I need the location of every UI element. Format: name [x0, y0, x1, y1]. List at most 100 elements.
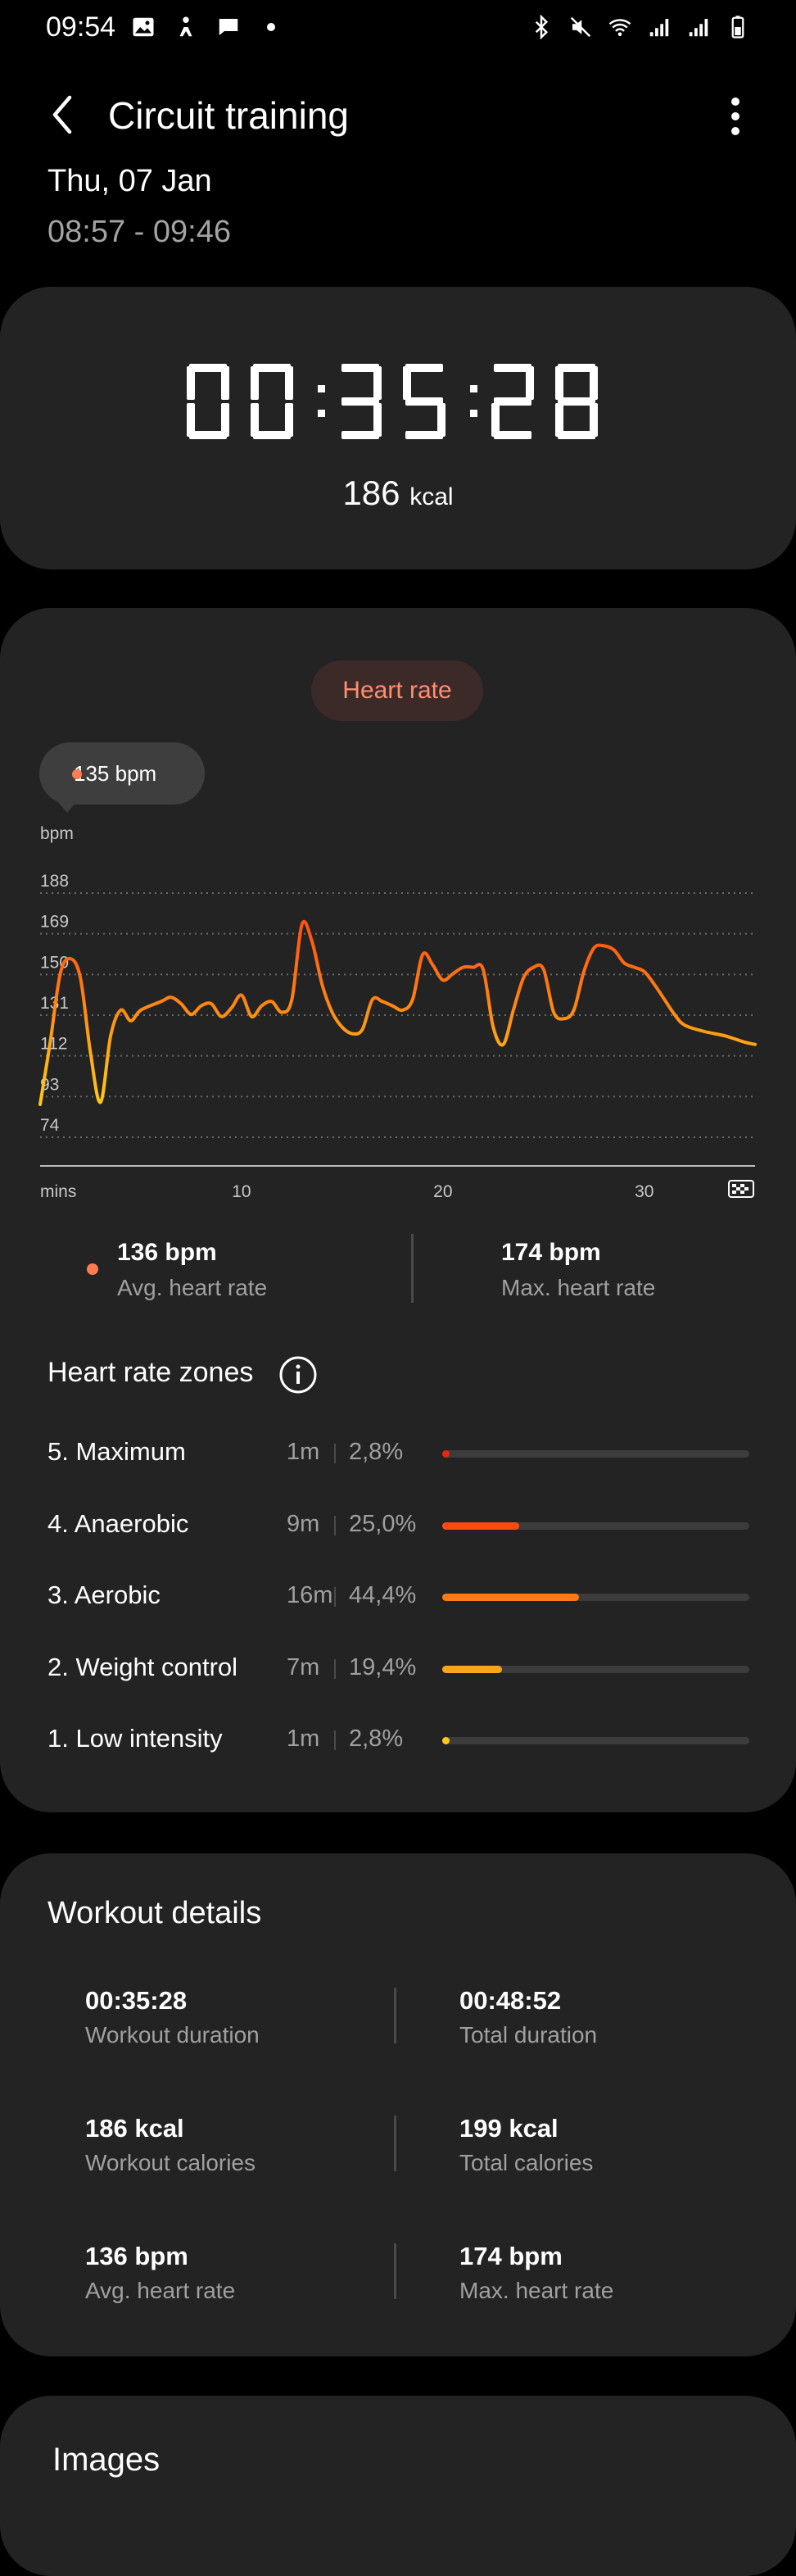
detail-label: Total calories — [459, 2150, 594, 2175]
duration-digit — [341, 364, 382, 439]
finish-flag-icon — [728, 1180, 754, 1198]
zone-separator — [334, 1444, 336, 1463]
detail-label: Workout calories — [85, 2150, 256, 2175]
signal-icon — [649, 19, 669, 37]
status-left-icons — [131, 15, 283, 39]
zone-percent: 2,8% — [349, 1726, 404, 1752]
zone-name: 4. Anaerobic — [47, 1508, 189, 1538]
tooltip-value: 135 bpm — [74, 760, 157, 786]
zone-separator — [334, 1515, 336, 1535]
zone-separator — [334, 1658, 336, 1679]
zone-bar-fill — [442, 1450, 450, 1458]
detail-label: Max. heart rate — [459, 2278, 614, 2303]
dot-icon — [267, 23, 275, 31]
duration-digit — [403, 364, 445, 439]
message-icon — [219, 19, 238, 35]
workout-time-range: 08:57 - 09:46 — [47, 215, 231, 249]
zone-percent: 44,4% — [349, 1582, 417, 1608]
workout-date: Thu, 07 Jan — [47, 164, 212, 198]
zone-time: 1m — [287, 1439, 320, 1465]
zone-bar-track — [442, 1522, 749, 1530]
detail-label: Avg. heart rate — [85, 2278, 236, 2303]
bluetooth-icon — [535, 15, 549, 39]
wifi-icon — [608, 19, 631, 36]
calories-unit: kcal — [409, 483, 454, 510]
images-title: Images — [52, 2442, 161, 2478]
avg-heart-rate-label: Avg. heart rate — [117, 1275, 268, 1300]
duration-colon — [318, 385, 325, 417]
images-card — [0, 2396, 796, 2576]
zone-bar-track — [442, 1450, 749, 1458]
zone-name: 2. Weight control — [47, 1652, 238, 1681]
zone-time: 16m — [287, 1582, 333, 1608]
gallery-icon — [133, 17, 154, 37]
detail-value: 00:48:52 — [459, 1986, 562, 2015]
detail-value: 186 kcal — [85, 2114, 184, 2143]
zone-name: 1. Low intensity — [47, 1724, 223, 1753]
detail-value: 136 bpm — [85, 2242, 188, 2270]
duration-digit — [555, 364, 598, 439]
detail-value: 199 kcal — [459, 2114, 559, 2143]
heart-rate-card — [0, 608, 796, 1812]
heart-rate-tooltip: 135 bpm — [39, 742, 205, 805]
zone-percent: 19,4% — [349, 1653, 417, 1680]
x-tick-label: 20 — [433, 1182, 452, 1201]
y-tick-label: 112 — [40, 1035, 67, 1054]
zone-name: 5. Maximum — [47, 1437, 186, 1466]
avg-heart-rate-value: 136 bpm — [117, 1239, 217, 1266]
zone-bar-fill — [442, 1737, 450, 1744]
x-tick-label: 30 — [635, 1182, 654, 1201]
duration-digit — [251, 364, 293, 439]
detail-label: Workout duration — [85, 2022, 260, 2048]
zone-percent: 2,8% — [349, 1439, 404, 1465]
more-options-button[interactable] — [717, 92, 753, 141]
page-title: Circuit training — [108, 94, 349, 137]
heart-rate-tab[interactable]: Heart rate — [311, 660, 483, 721]
mute-icon — [570, 16, 591, 38]
health-icon — [179, 16, 192, 37]
y-tick-label: 188 — [40, 872, 69, 891]
heart-rate-zones-title: Heart rate zones — [47, 1357, 254, 1388]
zone-bar-fill — [442, 1594, 579, 1601]
duration-digits — [187, 364, 598, 439]
y-tick-label: 169 — [40, 913, 69, 932]
y-axis-label: bpm — [40, 824, 74, 843]
x-tick-label: 10 — [232, 1182, 251, 1201]
avg-heart-rate-dot — [87, 1263, 98, 1275]
zone-bar-track — [442, 1737, 749, 1744]
info-icon[interactable] — [278, 1355, 318, 1395]
status-time: 09:54 — [46, 11, 116, 43]
zone-percent: 25,0% — [349, 1510, 417, 1537]
zone-time: 9m — [287, 1510, 320, 1537]
y-tick-label: 74 — [40, 1116, 60, 1135]
status-right-icons — [529, 15, 750, 39]
zone-bar-fill — [442, 1522, 519, 1530]
zone-bar-track — [442, 1594, 749, 1601]
workout-details-title: Workout details — [47, 1896, 262, 1930]
signal-icon-2 — [689, 19, 708, 37]
chevron-left-icon — [52, 95, 72, 134]
zone-name: 3. Aerobic — [47, 1581, 161, 1609]
detail-divider — [394, 2116, 396, 2171]
max-heart-rate-value: 174 bpm — [501, 1239, 601, 1266]
summary-card — [0, 287, 796, 569]
duration-display — [0, 352, 796, 455]
zone-bar-fill — [442, 1665, 502, 1673]
workout-details-card — [0, 1853, 796, 2356]
zone-separator — [334, 1730, 336, 1750]
more-vertical-icon — [731, 98, 739, 135]
zone-separator — [334, 1587, 336, 1607]
detail-value: 00:35:28 — [85, 1986, 188, 2015]
zone-bar-track — [442, 1665, 749, 1673]
heart-rate-line — [38, 919, 757, 1106]
detail-divider — [394, 1988, 396, 2043]
back-button[interactable] — [44, 92, 80, 138]
tooltip-tail — [57, 801, 77, 813]
duration-colon — [470, 385, 477, 417]
calories-value: 186 — [342, 474, 400, 512]
duration-digit — [491, 364, 534, 439]
detail-value: 174 bpm — [459, 2242, 563, 2270]
tooltip-dot — [72, 769, 82, 779]
stats-divider — [411, 1234, 414, 1303]
